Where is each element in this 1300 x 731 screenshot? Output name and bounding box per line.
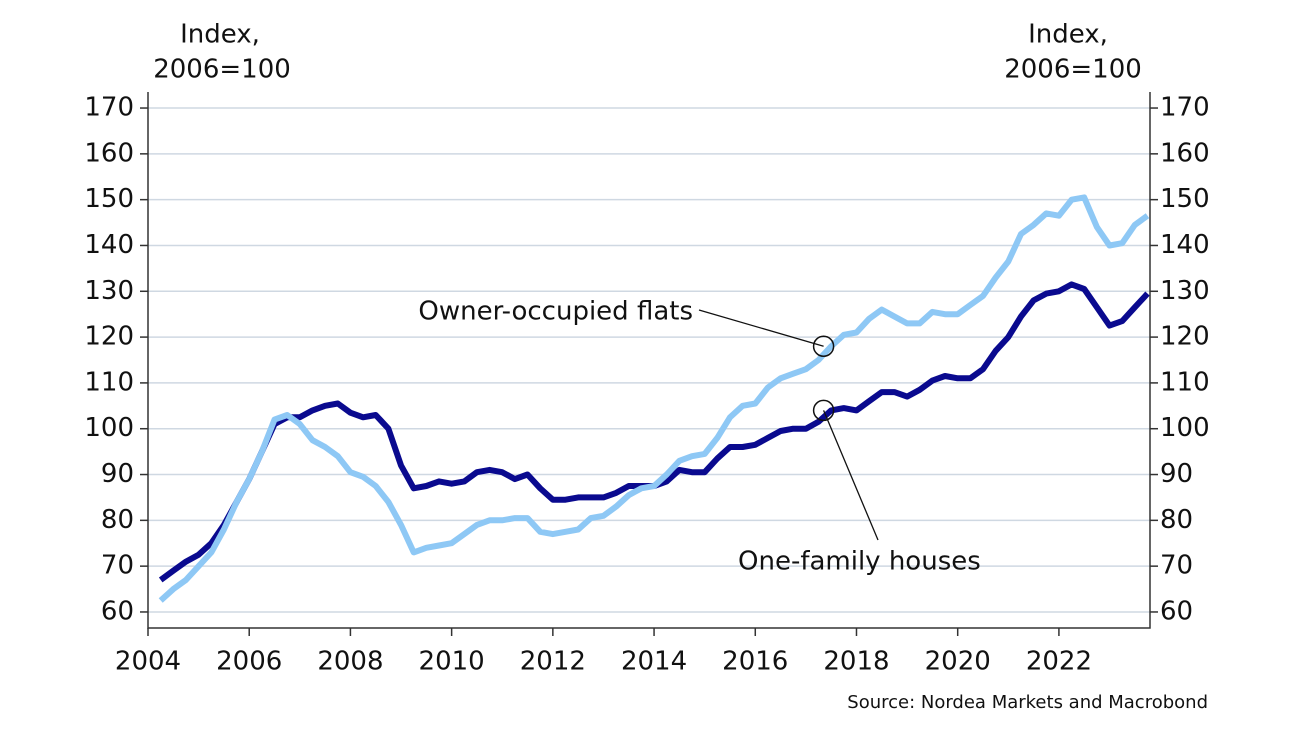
- axis-frame: [147, 92, 1151, 629]
- y-tick-label: 100: [84, 413, 134, 443]
- annotation-marker: [812, 335, 835, 358]
- annotation-marker: [812, 399, 835, 422]
- y-tick-label: 150: [84, 184, 134, 214]
- x-tick-label: 2012: [520, 647, 586, 677]
- y-tick-label: 140: [84, 230, 134, 260]
- source: Source: Nordea Markets and Macrobond: [847, 692, 1208, 713]
- series-line: [158, 194, 1150, 603]
- x-tick-label: 2018: [823, 647, 889, 677]
- x-tick-label: 2008: [317, 647, 383, 677]
- x-tick-label: 2022: [1026, 647, 1092, 677]
- y-tick-label: 120: [84, 322, 134, 352]
- y2-tick-label: 150: [1160, 184, 1210, 214]
- y2-tick-label: 110: [1160, 367, 1210, 397]
- y-tick-label: 60: [101, 596, 134, 626]
- y2-tick-label: 100: [1160, 413, 1210, 443]
- y2-tick-label: 70: [1160, 551, 1193, 581]
- y-tick-label: 90: [101, 459, 134, 489]
- y2-tick-label: 170: [1160, 93, 1210, 123]
- annotation-leader: [822, 410, 879, 541]
- y-tick-label: 160: [84, 138, 134, 168]
- y2-tick-label: 60: [1160, 596, 1193, 626]
- y2-tick-label: 140: [1160, 230, 1210, 260]
- y-tick-label: 70: [101, 551, 134, 581]
- x-tick-label: 2014: [621, 647, 687, 677]
- y-axis-label: Index,: [180, 20, 260, 50]
- y-tick-label: 110: [84, 367, 134, 397]
- x-tick-label: 2010: [419, 647, 485, 677]
- x-tick-label: 2016: [722, 647, 788, 677]
- y2-tick-label: 90: [1160, 459, 1193, 489]
- annotation-leader: [698, 309, 824, 347]
- y2-tick-label: 160: [1160, 138, 1210, 168]
- y-tick-label: 130: [84, 276, 134, 306]
- y2-tick-label: 130: [1160, 276, 1210, 306]
- y-tick-label: 80: [101, 505, 134, 535]
- y-axis-label: 2006=100: [153, 55, 291, 85]
- y2-axis-label: 2006=100: [1004, 55, 1142, 85]
- y2-axis-label: Index,: [1028, 20, 1108, 50]
- y2-tick-label: 120: [1160, 322, 1210, 352]
- x-tick-label: 2020: [925, 647, 991, 677]
- annotation-label: One-family houses: [738, 547, 981, 577]
- x-tick-label: 2006: [216, 647, 282, 677]
- y2-tick-label: 80: [1160, 505, 1193, 535]
- y-tick-label: 170: [84, 93, 134, 123]
- annotation-label: Owner-occupied flats: [418, 297, 693, 327]
- x-tick-label: 2004: [115, 647, 181, 677]
